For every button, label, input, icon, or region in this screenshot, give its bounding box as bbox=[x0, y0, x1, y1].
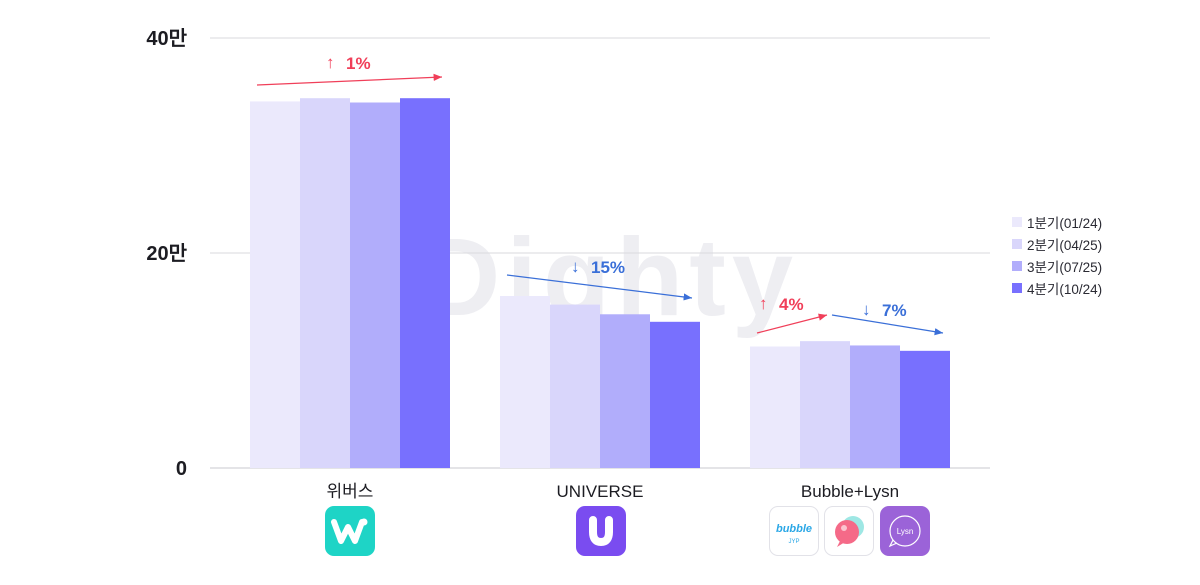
trend-label-bubble-up: ↑ 4% bbox=[759, 294, 804, 314]
trend-arrow-line-weverse bbox=[256, 73, 443, 86]
category-label-weverse: 위버스 bbox=[327, 482, 374, 501]
weverse-icon bbox=[325, 506, 375, 556]
bar-0-series-3 bbox=[400, 98, 450, 468]
trend-arrow-glyph: ↓ bbox=[862, 300, 871, 319]
legend-label: 4분기(10/24) bbox=[1027, 282, 1103, 297]
legend-swatch bbox=[1012, 261, 1022, 271]
bar-1-series-2 bbox=[600, 314, 650, 468]
svg-text:Lysn: Lysn bbox=[897, 527, 914, 536]
legend-swatch bbox=[1012, 283, 1022, 293]
svg-text:bubble: bubble bbox=[776, 523, 812, 535]
pink-bubble-glyph bbox=[835, 516, 864, 547]
trend-arrow-line-universe bbox=[506, 274, 693, 301]
legend: 1분기(01/24) 2분기(04/25) 3분기(07/25) 4분기(10/… bbox=[1012, 211, 1102, 299]
trend-arrow-line-bubble-down bbox=[831, 314, 944, 336]
y-tick-label-40man: 40만 bbox=[146, 27, 187, 50]
bar-1-series-3 bbox=[650, 321, 700, 468]
y-axis-ticks: 0 20만 40만 bbox=[146, 27, 187, 480]
lysn-logo: Lysn bbox=[888, 515, 921, 548]
trend-label-universe: ↓ 15% bbox=[571, 257, 625, 277]
lysn-icon: Lysn bbox=[880, 506, 930, 556]
bubble-logo: bubble JYP bbox=[776, 523, 812, 545]
weverse-w-glyph bbox=[331, 518, 368, 544]
bar-0-series-2 bbox=[350, 102, 400, 468]
trend-percent: 7% bbox=[882, 301, 907, 320]
legend-swatch bbox=[1012, 217, 1022, 227]
bar-1-series-1 bbox=[550, 304, 600, 468]
category-label-universe: UNIVERSE bbox=[557, 482, 644, 501]
legend-label: 1분기(01/24) bbox=[1027, 216, 1103, 231]
legend-swatch bbox=[1012, 239, 1022, 249]
legend-label: 3분기(07/25) bbox=[1027, 260, 1103, 275]
legend-item-q2: 2분기(04/25) bbox=[1012, 233, 1102, 255]
trend-percent: 1% bbox=[346, 54, 371, 73]
bar-2-series-3 bbox=[900, 350, 950, 468]
bar-2-series-2 bbox=[850, 345, 900, 468]
bar-0-series-1 bbox=[300, 98, 350, 468]
bubble-pink-icon bbox=[824, 506, 874, 556]
trend-percent: 15% bbox=[591, 258, 625, 277]
trend-annotations: ↑ 1% ↓ 15% ↑ 4% ↓ 7% bbox=[256, 53, 944, 336]
trend-arrow-glyph: ↑ bbox=[326, 53, 335, 72]
y-tick-label-0: 0 bbox=[176, 458, 187, 480]
bar-1-series-0 bbox=[500, 296, 550, 468]
bar-2-series-1 bbox=[800, 341, 850, 468]
bubble-icon: bubble JYP bbox=[769, 506, 819, 556]
legend-item-q4: 4분기(10/24) bbox=[1012, 277, 1102, 299]
trend-label-weverse: ↑ 1% bbox=[326, 53, 371, 73]
trend-arrow-line-bubble-up bbox=[756, 313, 828, 334]
universe-icon bbox=[576, 506, 626, 556]
y-tick-label-20man: 20만 bbox=[146, 242, 187, 265]
bar-2-series-0 bbox=[750, 346, 800, 468]
universe-u-glyph bbox=[589, 516, 613, 547]
legend-item-q3: 3분기(07/25) bbox=[1012, 255, 1102, 277]
trend-arrow-glyph: ↓ bbox=[571, 257, 580, 276]
x-axis-categories: 위버스 UNIVERSE Bubble+Lysn bbox=[327, 482, 900, 501]
bars bbox=[250, 98, 950, 469]
svg-text:JYP: JYP bbox=[788, 539, 799, 545]
category-label-bubble-lysn: Bubble+Lysn bbox=[801, 482, 899, 501]
trend-arrow-glyph: ↑ bbox=[759, 294, 768, 313]
trend-percent: 4% bbox=[779, 295, 804, 314]
bar-0-series-0 bbox=[250, 101, 300, 469]
legend-label: 2분기(04/25) bbox=[1027, 238, 1103, 253]
legend-item-q1: 1분기(01/24) bbox=[1012, 211, 1102, 233]
trend-label-bubble-down: ↓ 7% bbox=[862, 300, 907, 320]
